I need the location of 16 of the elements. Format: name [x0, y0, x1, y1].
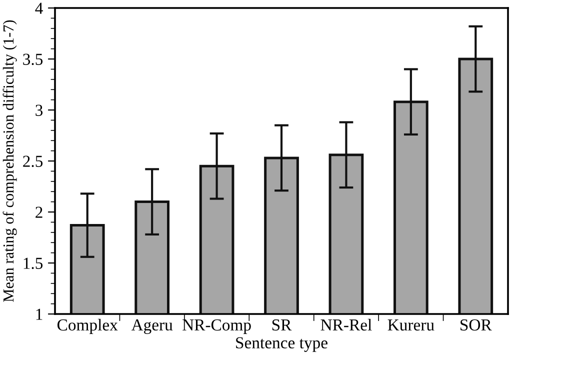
- x-tick-label: NR-Comp: [182, 319, 251, 334]
- y-tick-label: 2: [36, 206, 42, 218]
- x-tick-label: Ageru: [131, 319, 173, 334]
- y-tick-label: 4: [35, 2, 43, 14]
- y-tick-label: 1: [36, 308, 42, 320]
- x-tick-label: SOR: [460, 319, 492, 331]
- x-tick-label: NR-Rel: [320, 318, 372, 331]
- y-tick-label: 3: [36, 104, 43, 116]
- x-tick-label: Kureru: [388, 320, 434, 331]
- y-tick-label: 1.5: [24, 258, 43, 270]
- x-tick-label: Complex: [57, 318, 118, 334]
- y-tick-label: 2.5: [23, 156, 43, 168]
- y-axis-title: Mean rating of comprehension difficulty (1-7): [2, 20, 17, 302]
- y-tick-label: 3.5: [23, 54, 43, 66]
- x-axis-title: Sentence type: [236, 337, 328, 352]
- x-tick-label: SR: [272, 319, 292, 331]
